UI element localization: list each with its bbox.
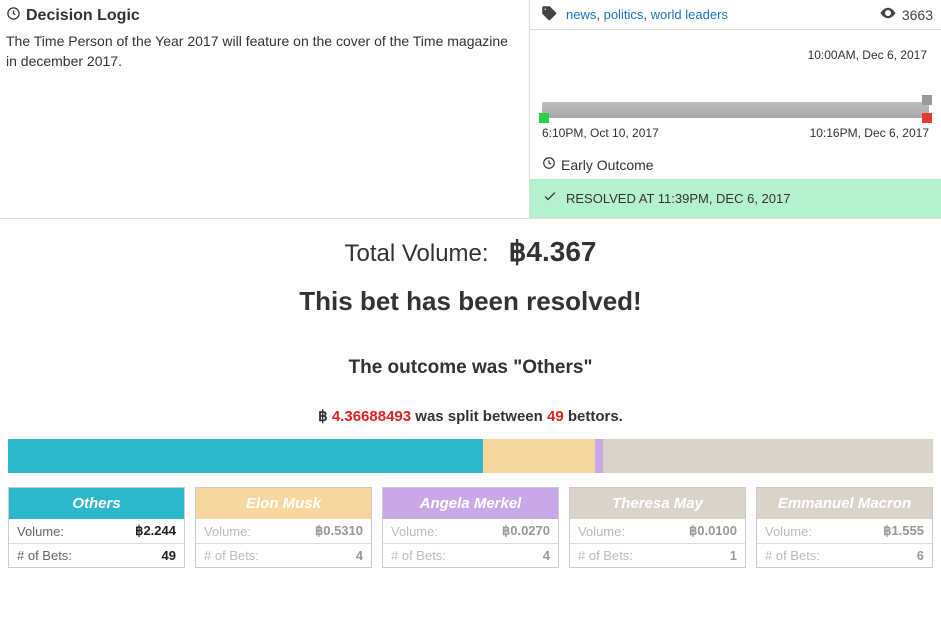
tag-icon: [540, 4, 558, 25]
volume-value: ฿1.555: [883, 523, 924, 539]
timeline: 10:00AM, Dec 6, 2017 6:10PM, Oct 10, 201…: [530, 30, 941, 148]
bar-segment: [595, 439, 602, 473]
timeline-bar: [542, 102, 929, 118]
timeline-end-marker: [922, 113, 932, 123]
card-title: Theresa May: [570, 488, 745, 519]
clock-icon: [6, 6, 21, 26]
timeline-top-label: 10:00AM, Dec 6, 2017: [542, 48, 929, 62]
tag-link[interactable]: news: [566, 7, 596, 22]
card-row-bets: # of Bets: 49: [9, 543, 184, 567]
bets-label: # of Bets:: [391, 548, 446, 563]
check-icon: [542, 189, 558, 208]
outcome-name: Others: [522, 357, 583, 378]
total-volume: Total Volume: ฿4.367: [8, 235, 933, 268]
card-body: Volume: ฿0.5310 # of Bets: 4: [196, 519, 371, 567]
split-line: ฿ 4.36688493 was split between 49 bettor…: [8, 407, 933, 425]
card-row-bets: # of Bets: 1: [570, 543, 745, 567]
bar-segment: [483, 439, 596, 473]
volume-value: ฿2.244: [135, 523, 176, 539]
bets-value: 49: [162, 548, 176, 563]
card-row-bets: # of Bets: 6: [757, 543, 932, 567]
volume-label: Volume:: [204, 524, 251, 539]
card-body: Volume: ฿0.0100 # of Bets: 1: [570, 519, 745, 567]
decision-panel: Decision Logic The Time Person of the Ye…: [0, 0, 530, 218]
outcome-card: Others Volume: ฿2.244 # of Bets: 49: [8, 487, 185, 568]
view-count: 3663: [879, 4, 933, 25]
volume-distribution-bar: [8, 439, 933, 473]
bets-label: # of Bets:: [578, 548, 633, 563]
tags-left: news, politics, world leaders: [540, 4, 728, 25]
timeline-start-label: 6:10PM, Oct 10, 2017: [542, 126, 659, 140]
card-row-volume: Volume: ฿0.0100: [570, 519, 745, 543]
early-outcome-label: Early Outcome: [561, 157, 654, 173]
total-volume-amount: 4.367: [526, 236, 596, 267]
outcome-cards: OthersVolume:฿2.244# of Bets:49Elon Musk…: [8, 487, 933, 568]
clock-icon: [542, 156, 556, 173]
card-title: Others: [9, 488, 184, 519]
outcome-suffix: ": [583, 357, 592, 378]
card-row-volume: Volume: ฿1.555: [757, 519, 932, 543]
card-title: Angela Merkel: [383, 488, 558, 519]
tags-row: news, politics, world leaders 3663: [530, 0, 941, 30]
volume-label: Volume:: [765, 524, 812, 539]
outcome-card: Angela Merkel Volume: ฿0.0270 # of Bets: 4: [382, 487, 559, 568]
card-row-volume: Volume: ฿0.0270: [383, 519, 558, 543]
split-mid: was split between: [411, 408, 547, 425]
split-amount: 4.36688493: [332, 408, 411, 425]
btc-symbol: ฿: [509, 236, 527, 267]
tag-link[interactable]: politics: [604, 7, 644, 22]
decision-header: Decision Logic: [6, 6, 521, 26]
outcome-card: Elon Musk Volume: ฿0.5310 # of Bets: 4: [195, 487, 372, 568]
bar-segment: [8, 439, 483, 473]
card-row-volume: Volume: ฿2.244: [9, 519, 184, 543]
tag-link[interactable]: world leaders: [651, 7, 728, 22]
bets-value: 6: [917, 548, 924, 563]
resolved-bar: RESOLVED AT 11:39PM, DEC 6, 2017: [530, 179, 941, 218]
card-body: Volume: ฿0.0270 # of Bets: 4: [383, 519, 558, 567]
card-title: Emmanuel Macron: [757, 488, 932, 519]
card-row-bets: # of Bets: 4: [196, 543, 371, 567]
card-row-volume: Volume: ฿0.5310: [196, 519, 371, 543]
outcome-card: Theresa May Volume: ฿0.0100 # of Bets: 1: [569, 487, 746, 568]
volume-label: Volume:: [391, 524, 438, 539]
split-suffix: bettors.: [564, 408, 623, 425]
view-number: 3663: [902, 7, 933, 23]
bets-value: 1: [730, 548, 737, 563]
timeline-start-marker: [539, 113, 549, 123]
card-title: Elon Musk: [196, 488, 371, 519]
volume-label: Volume:: [578, 524, 625, 539]
card-body: Volume: ฿1.555 # of Bets: 6: [757, 519, 932, 567]
bets-value: 4: [543, 548, 550, 563]
bets-value: 4: [356, 548, 363, 563]
volume-label: Volume:: [17, 524, 64, 539]
main-content: Total Volume: ฿4.367 This bet has been r…: [0, 219, 941, 588]
timeline-labels: 6:10PM, Oct 10, 2017 10:16PM, Dec 6, 201…: [542, 126, 929, 140]
tag-list: news, politics, world leaders: [566, 7, 728, 22]
btc-symbol: ฿: [318, 408, 328, 425]
bets-label: # of Bets:: [17, 548, 72, 563]
top-region: Decision Logic The Time Person of the Ye…: [0, 0, 941, 219]
bar-segment: [603, 439, 933, 473]
total-volume-label: Total Volume:: [344, 240, 488, 267]
volume-value: ฿0.0270: [502, 523, 550, 539]
meta-panel: news, politics, world leaders 3663 10:00…: [530, 0, 941, 218]
decision-text: The Time Person of the Year 2017 will fe…: [6, 32, 521, 71]
decision-title: Decision Logic: [26, 7, 140, 25]
outcome-prefix: The outcome was ": [349, 357, 523, 378]
eye-icon: [879, 4, 897, 25]
resolved-text: RESOLVED AT 11:39PM, DEC 6, 2017: [566, 191, 790, 206]
card-body: Volume: ฿2.244 # of Bets: 49: [9, 519, 184, 567]
split-bettors: 49: [547, 408, 564, 425]
bets-label: # of Bets:: [765, 548, 820, 563]
volume-value: ฿0.5310: [315, 523, 363, 539]
resolved-title: This bet has been resolved!: [8, 286, 933, 317]
bets-label: # of Bets:: [204, 548, 259, 563]
card-row-bets: # of Bets: 4: [383, 543, 558, 567]
outcome-line: The outcome was "Others": [8, 357, 933, 379]
timeline-now-marker: [922, 95, 932, 105]
outcome-card: Emmanuel Macron Volume: ฿1.555 # of Bets: 6: [756, 487, 933, 568]
early-outcome: Early Outcome: [530, 148, 941, 179]
volume-value: ฿0.0100: [689, 523, 737, 539]
timeline-end-label: 10:16PM, Dec 6, 2017: [810, 126, 929, 140]
